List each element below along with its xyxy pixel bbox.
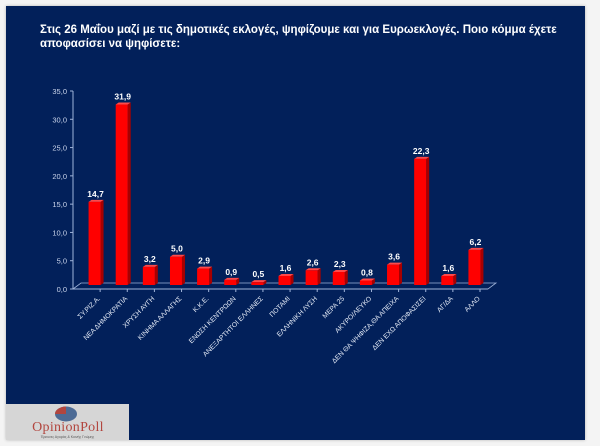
data-label: 0,9 bbox=[225, 267, 237, 277]
bar-top bbox=[88, 199, 104, 202]
bar-side bbox=[236, 277, 240, 285]
bar bbox=[197, 268, 210, 285]
bar-top bbox=[251, 280, 267, 283]
bar-top bbox=[414, 156, 430, 159]
bar bbox=[115, 104, 128, 285]
y-tick-label: 20,0 bbox=[52, 172, 67, 181]
bar bbox=[441, 275, 454, 285]
data-label: 0,5 bbox=[252, 269, 264, 279]
bar-side bbox=[480, 247, 484, 285]
bar-side bbox=[290, 273, 294, 285]
category-label: ΕΝΩΣΗ ΚΕΝΤΡΩΩΝ bbox=[188, 295, 238, 345]
bar bbox=[169, 256, 182, 285]
bar-side bbox=[181, 254, 185, 285]
bar-top bbox=[332, 269, 348, 272]
bar-top bbox=[197, 266, 213, 269]
opinionpoll-logo: OpinionPoll Έρευνες Αγοράς & Κοινής Γνώμ… bbox=[6, 404, 129, 440]
bar-side bbox=[317, 268, 321, 285]
y-tick-label: 10,0 bbox=[52, 228, 67, 237]
bar bbox=[305, 270, 318, 285]
bar bbox=[251, 282, 264, 285]
bar-top bbox=[468, 247, 484, 250]
logo-subtitle: Έρευνες Αγοράς & Κοινής Γνώμης bbox=[40, 435, 95, 439]
y-tick-label: 5,0 bbox=[57, 257, 67, 266]
data-label: 1,6 bbox=[442, 263, 454, 273]
bar-side bbox=[100, 199, 104, 285]
bar bbox=[359, 280, 372, 285]
bar bbox=[224, 279, 237, 285]
data-label: 3,6 bbox=[388, 252, 400, 262]
bar-top bbox=[441, 273, 457, 276]
bar-side bbox=[453, 273, 457, 285]
data-label: 6,2 bbox=[470, 237, 482, 247]
data-label: 31,9 bbox=[114, 92, 131, 102]
bar bbox=[468, 249, 481, 285]
bar-side bbox=[263, 280, 267, 285]
bar-top bbox=[359, 278, 375, 281]
y-tick-label: 25,0 bbox=[52, 144, 67, 153]
logo-text: OpinionPoll bbox=[32, 420, 104, 435]
bar bbox=[278, 275, 291, 285]
y-tick-label: 35,0 bbox=[52, 87, 67, 96]
data-label: 1,6 bbox=[280, 263, 292, 273]
data-label: 22,3 bbox=[413, 146, 430, 156]
y-tick-label: 0,0 bbox=[57, 285, 67, 294]
bar-side bbox=[426, 156, 430, 285]
bar-side bbox=[344, 269, 348, 285]
bar-side bbox=[209, 266, 213, 285]
bar bbox=[332, 271, 345, 285]
bar-top bbox=[169, 254, 185, 257]
category-label: ΔΕΝ ΕΧΩ ΑΠΟΦΑΣΙΣΕΙ bbox=[371, 295, 427, 351]
bar-top bbox=[278, 273, 294, 276]
category-label: ΠΟΤΑΜΙ bbox=[269, 295, 292, 318]
category-label: ΜΕΡΑ 25 bbox=[322, 295, 347, 320]
bar-top bbox=[387, 262, 403, 265]
bar-side bbox=[127, 102, 131, 285]
category-label: ΑΓ/ΔΑ bbox=[436, 295, 455, 314]
bar bbox=[414, 158, 427, 285]
bar-top bbox=[305, 268, 321, 271]
data-label: 14,7 bbox=[87, 189, 104, 199]
bar-top bbox=[224, 277, 240, 280]
category-label: Κ.Κ.Ε. bbox=[192, 295, 211, 314]
bar-side bbox=[399, 262, 403, 285]
data-label: 5,0 bbox=[171, 244, 183, 254]
y-tick-label: 30,0 bbox=[52, 115, 67, 124]
bar bbox=[142, 266, 155, 285]
bar bbox=[387, 264, 400, 285]
logo-circle-icon bbox=[55, 406, 77, 422]
data-label: 0,8 bbox=[361, 267, 373, 277]
data-label: 2,9 bbox=[198, 256, 210, 266]
bar-top bbox=[142, 264, 158, 267]
bar-side bbox=[154, 264, 158, 285]
bar-side bbox=[371, 278, 375, 285]
bar-top bbox=[115, 102, 131, 105]
category-label: ΑΝΕΞΑΡΤΗΤΟΙ ΕΛΛΗΝΕΣ bbox=[202, 295, 265, 358]
category-label: ΑΛΛΟ bbox=[464, 295, 482, 313]
data-label: 3,2 bbox=[144, 254, 156, 264]
data-label: 2,6 bbox=[307, 257, 319, 267]
y-tick-label: 15,0 bbox=[52, 200, 67, 209]
data-label: 2,3 bbox=[334, 259, 346, 269]
chart-title: Στις 26 Μαΐου μαζί με τις δημοτικές εκλο… bbox=[40, 24, 557, 50]
category-label: ΣΥ.ΡΙΖ.Α. bbox=[77, 295, 102, 320]
bar bbox=[88, 201, 101, 285]
